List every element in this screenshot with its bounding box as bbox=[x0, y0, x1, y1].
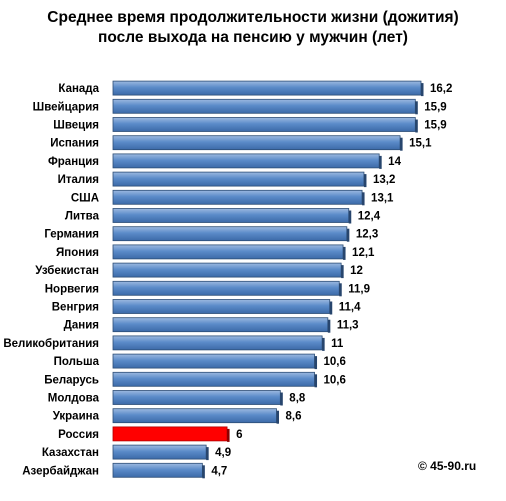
value-label-1: 16,2 bbox=[430, 83, 452, 95]
chart-title: Среднее время продолжительности жизни (д… bbox=[0, 8, 506, 48]
bar-side-21 bbox=[206, 447, 209, 461]
category-label-9: Германия bbox=[44, 229, 99, 241]
category-label-3: Швеция bbox=[53, 120, 99, 132]
bar-side-18 bbox=[280, 392, 283, 406]
bar-side-3 bbox=[415, 119, 418, 133]
value-label-17: 10,6 bbox=[324, 374, 346, 386]
bar-10 bbox=[112, 244, 344, 260]
bar-16 bbox=[112, 353, 315, 369]
category-label-5: Франция bbox=[48, 156, 99, 168]
bar-side-10 bbox=[343, 246, 346, 260]
bar-side-2 bbox=[415, 101, 418, 115]
category-label-15: Великобритания bbox=[3, 338, 99, 350]
category-label-6: Италия bbox=[58, 174, 99, 186]
bar-3 bbox=[112, 117, 416, 132]
bars-layer: Канада 16,2 Швейцария 15,9 Швеция 15,9 Испания… bbox=[3, 80, 452, 479]
value-label-5: 14 bbox=[388, 156, 401, 168]
bar-side-20 bbox=[227, 428, 230, 442]
bar-9 bbox=[112, 226, 348, 242]
value-label-22: 4,7 bbox=[211, 465, 227, 477]
value-label-13: 11,4 bbox=[339, 302, 361, 314]
category-label-1: Канада bbox=[58, 83, 99, 95]
value-label-3: 15,9 bbox=[424, 120, 446, 132]
bar-side-7 bbox=[362, 192, 365, 206]
bar-side-8 bbox=[348, 210, 352, 224]
bar-8 bbox=[112, 208, 350, 223]
value-label-15: 11 bbox=[331, 338, 344, 350]
value-label-4: 15,1 bbox=[409, 138, 432, 150]
bar-side-9 bbox=[346, 228, 350, 242]
watermark: © 45-90.ru bbox=[418, 459, 477, 473]
bar-side-5 bbox=[379, 155, 382, 169]
bar-side-1 bbox=[421, 83, 424, 97]
value-label-20: 6 bbox=[236, 429, 242, 441]
bar-side-17 bbox=[314, 374, 318, 388]
category-label-17: Беларусь bbox=[44, 374, 99, 386]
bar-19 bbox=[112, 408, 277, 424]
bar-side-13 bbox=[329, 301, 333, 315]
category-label-11: Узбекистан bbox=[35, 265, 99, 277]
category-label-4: Испания bbox=[50, 138, 99, 150]
bar-side-11 bbox=[341, 265, 344, 279]
value-label-6: 13,2 bbox=[373, 174, 395, 186]
value-label-14: 11,3 bbox=[337, 320, 359, 332]
bar-side-14 bbox=[327, 319, 331, 333]
bar-14 bbox=[112, 317, 329, 333]
bar-side-6 bbox=[363, 174, 367, 188]
category-label-22: Азербайджан bbox=[22, 465, 99, 477]
bar-21 bbox=[112, 444, 207, 460]
bar-side-22 bbox=[202, 465, 205, 479]
value-label-10: 12,1 bbox=[352, 247, 375, 259]
value-label-11: 12 bbox=[350, 265, 363, 277]
category-label-7: США bbox=[71, 192, 99, 204]
bar-side-4 bbox=[400, 137, 403, 151]
value-label-2: 15,9 bbox=[424, 101, 446, 113]
bar-17 bbox=[112, 371, 315, 387]
bar-15 bbox=[112, 335, 323, 351]
category-label-10: Япония bbox=[56, 247, 99, 259]
value-label-9: 12,3 bbox=[356, 229, 378, 241]
value-label-21: 4,9 bbox=[215, 447, 231, 459]
bar-side-15 bbox=[322, 337, 325, 351]
bar-11 bbox=[112, 262, 342, 278]
value-label-18: 8,8 bbox=[289, 393, 306, 405]
bar-2 bbox=[112, 98, 416, 114]
chart-title-line-1: Среднее время продолжительности жизни (д… bbox=[47, 9, 459, 26]
category-label-2: Швейцария bbox=[33, 101, 99, 113]
category-label-16: Польша bbox=[54, 356, 100, 368]
bar-13 bbox=[112, 299, 331, 314]
value-label-7: 13,1 bbox=[371, 192, 394, 204]
chart-title-line-2: после выхода на пенсию у мужчин (лет) bbox=[98, 29, 408, 46]
category-label-8: Литва bbox=[65, 211, 100, 223]
bar-22 bbox=[112, 462, 203, 478]
bar-12 bbox=[112, 280, 340, 296]
category-label-19: Украина bbox=[53, 411, 100, 423]
category-label-12: Норвегия bbox=[45, 283, 99, 295]
bar-20 bbox=[112, 426, 228, 442]
bar-6 bbox=[112, 171, 365, 187]
bar-7 bbox=[112, 189, 363, 205]
bar-side-16 bbox=[314, 356, 318, 370]
bar-side-12 bbox=[339, 283, 342, 297]
category-label-18: Молдова bbox=[48, 393, 100, 405]
bar-4 bbox=[112, 135, 401, 151]
value-label-16: 10,6 bbox=[324, 356, 346, 368]
category-label-20: Россия bbox=[58, 429, 99, 441]
value-label-19: 8,6 bbox=[286, 411, 302, 423]
value-label-8: 12,4 bbox=[358, 211, 381, 223]
bar-side-19 bbox=[276, 410, 280, 424]
bar-18 bbox=[112, 390, 281, 405]
category-label-21: Казахстан bbox=[42, 447, 99, 459]
bar-1 bbox=[112, 80, 422, 96]
category-label-13: Венгрия bbox=[52, 302, 99, 314]
bar-5 bbox=[112, 153, 380, 169]
value-label-12: 11,9 bbox=[348, 283, 370, 295]
category-label-14: Дания bbox=[64, 320, 99, 332]
